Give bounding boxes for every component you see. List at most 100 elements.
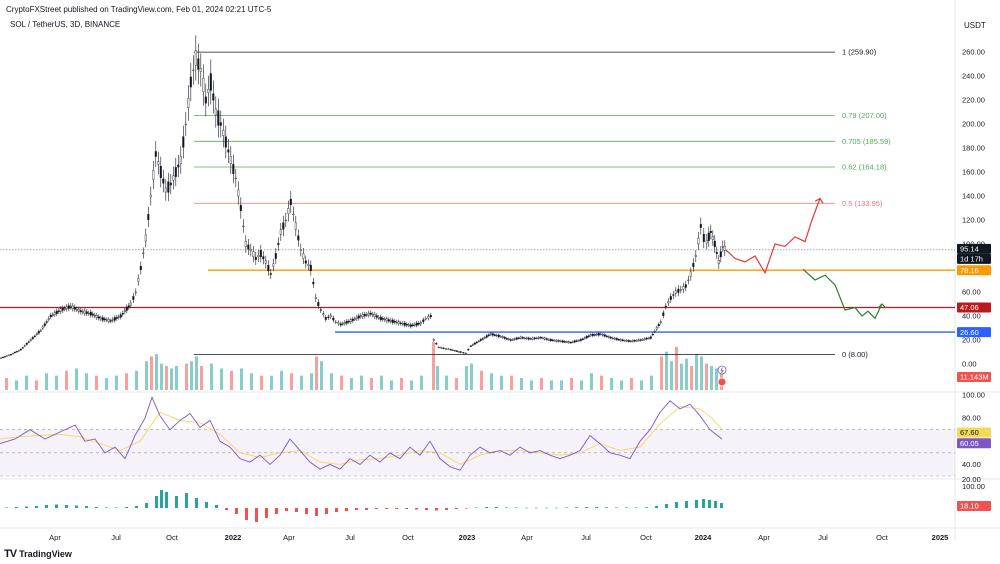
candle-body: [689, 271, 692, 277]
candle-body: [73, 307, 76, 310]
candle-body: [51, 314, 54, 316]
candle-body: [451, 349, 454, 351]
bullish-arrow-head: [814, 197, 824, 204]
volume-bar: [580, 380, 583, 390]
volume-bar: [690, 366, 693, 390]
candle-body: [103, 318, 106, 321]
rsi-ma-line: [0, 406, 723, 465]
lightning-icon-glyph: [720, 367, 724, 374]
candle-body: [239, 204, 242, 212]
histogram-bar: [165, 492, 168, 508]
candle-body: [61, 308, 64, 311]
rsi-tag: 60.05: [960, 439, 979, 448]
fib-label: 0.79 (207.00): [842, 111, 887, 120]
candle-body: [471, 344, 474, 346]
candle-body: [302, 253, 305, 259]
candle-body: [623, 340, 626, 342]
histogram-bar: [575, 507, 578, 508]
histogram-bar: [555, 507, 558, 509]
symbol-line: SOL / TetherUS, 3D, BINANCE: [10, 20, 121, 29]
candle-body: [139, 266, 142, 270]
fib-label: 0.5 (133.95): [842, 199, 883, 208]
candle-body: [547, 339, 550, 341]
volume-bar: [65, 370, 68, 390]
candle-body: [355, 316, 358, 319]
bearish-projection: [802, 268, 883, 320]
volume-bar: [25, 375, 28, 390]
histogram-bar: [145, 503, 148, 508]
candle-body: [35, 333, 38, 335]
candle-body: [269, 273, 272, 275]
rsi-ma-tag-bg: [957, 427, 991, 438]
candle-body: [381, 318, 384, 320]
time-axis[interactable]: Apr Jul Oct 2022 Apr Jul Oct 2023 Apr Jul Oct 2024 A…: [49, 533, 948, 542]
candle-body: [259, 250, 262, 258]
candle-body: [591, 334, 594, 336]
rsi-pane: [0, 396, 955, 477]
candle-body: [365, 314, 368, 316]
volume-bar: [310, 373, 313, 390]
candle-body: [353, 318, 356, 320]
candle-body: [23, 345, 26, 347]
histogram-bar: [455, 508, 458, 509]
candle-body: [519, 336, 522, 339]
candle-body: [625, 340, 628, 342]
candle-body: [244, 240, 247, 248]
candle-body: [377, 317, 380, 319]
candle-body: [105, 319, 108, 321]
histogram-bar: [135, 506, 138, 508]
candle-body: [569, 342, 572, 344]
volume-bar: [250, 373, 253, 390]
candle-body: [81, 311, 84, 313]
candle-body: [222, 130, 225, 136]
candle-body: [17, 350, 20, 352]
histogram-bar: [365, 508, 368, 510]
volume-bar: [115, 375, 118, 390]
candle-body: [113, 317, 116, 321]
histogram-bar: [645, 507, 648, 508]
candle-body: [457, 351, 460, 353]
candle-body: [144, 234, 147, 242]
price-tick: 200.00: [962, 120, 985, 129]
candle-body: [123, 310, 126, 313]
candle-body: [184, 123, 187, 126]
candle-body: [409, 324, 412, 327]
candle-body: [27, 341, 30, 343]
candle-body: [479, 339, 482, 341]
candle-body: [299, 249, 302, 251]
tradingview-logo[interactable]: TV TradingView: [4, 548, 72, 560]
candle-body: [491, 333, 494, 336]
histogram-bar: [395, 508, 398, 509]
candle-body: [545, 338, 548, 340]
candle-body: [317, 302, 320, 307]
candle-body: [351, 318, 354, 321]
price-tick: 60.00: [962, 288, 981, 297]
candle-body: [702, 234, 705, 242]
volume-bar: [680, 363, 683, 390]
candle-body: [619, 339, 622, 341]
lightning-icon: [717, 365, 727, 375]
candle-body: [723, 245, 726, 251]
candle-body: [69, 305, 72, 308]
candle-body: [97, 316, 100, 319]
price-tick: 20.00: [962, 336, 981, 345]
candle-body: [505, 338, 508, 340]
candle-body: [307, 264, 310, 266]
candle-body: [125, 306, 128, 311]
candle-body: [595, 333, 598, 336]
volume-bar: [55, 375, 58, 390]
current-price-tag: 95.14: [960, 245, 979, 254]
time-label: Oct: [166, 533, 179, 542]
volume-bar: [695, 354, 698, 390]
candle-body: [417, 322, 420, 325]
candle-body: [329, 314, 332, 318]
volume-bar: [530, 380, 533, 390]
volume-bar: [520, 378, 523, 390]
candle-body: [65, 306, 68, 310]
candle-body: [469, 345, 472, 347]
time-label: Oct: [402, 533, 415, 542]
candle-body: [481, 338, 484, 340]
histogram-bar: [415, 508, 418, 510]
